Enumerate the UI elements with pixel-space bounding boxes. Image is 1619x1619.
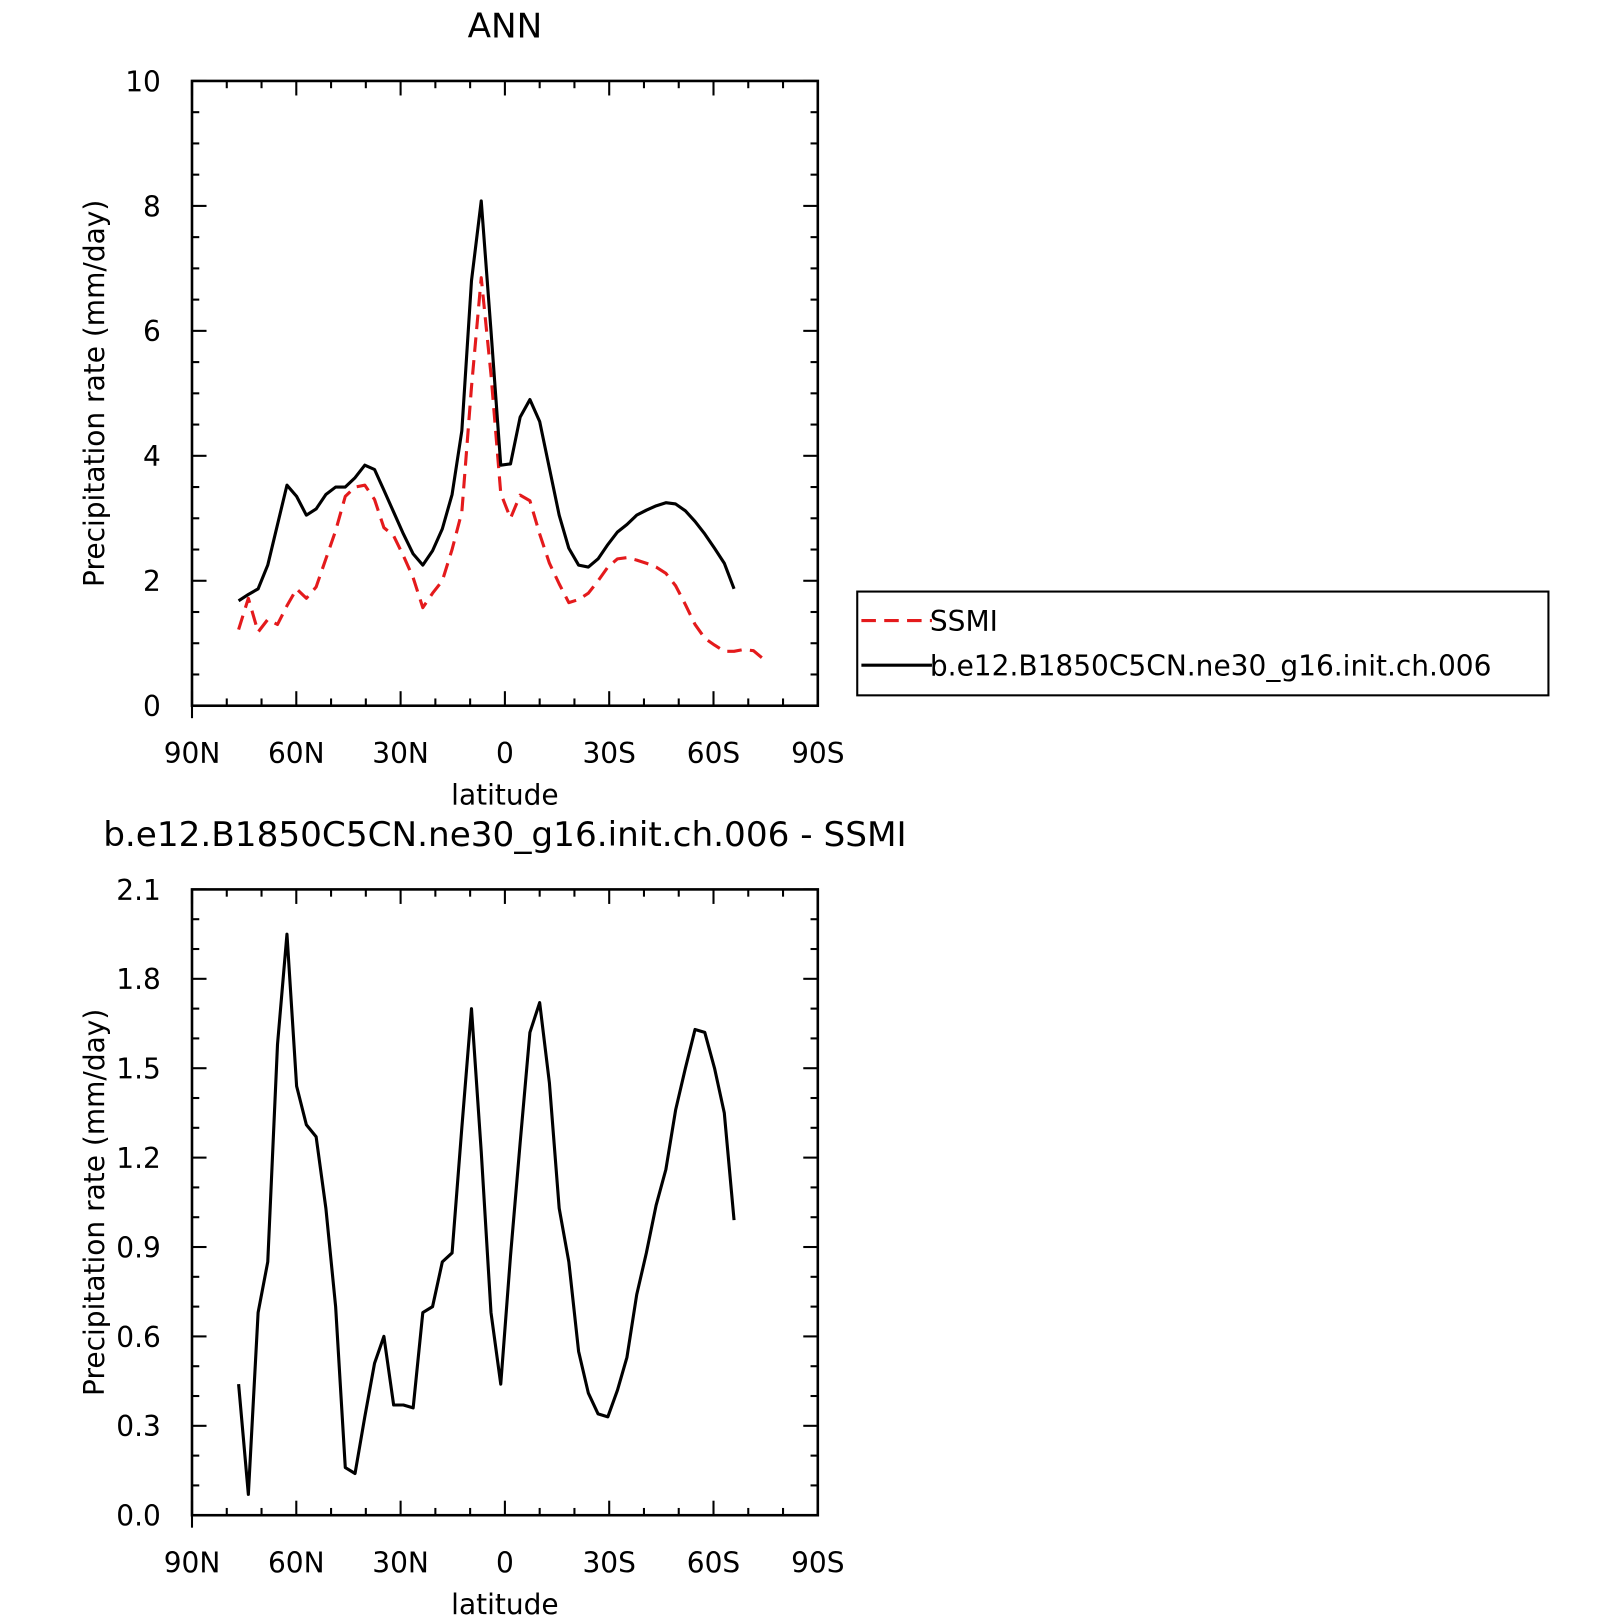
x-tick-label: 30S: [582, 737, 635, 770]
chart-title: b.e12.B1850C5CN.ne30_g16.init.ch.006 - S…: [103, 815, 906, 855]
y-tick-label: 10: [125, 65, 161, 98]
x-axis-label: latitude: [451, 1588, 558, 1619]
x-tick-label: 30N: [372, 1546, 429, 1579]
plot-frame: [190, 79, 820, 708]
x-tick-label: 90S: [791, 737, 844, 770]
x-tick-label: 30S: [582, 1546, 635, 1579]
y-tick-label: 2.1: [116, 874, 161, 907]
x-tick-label: 60N: [268, 1546, 325, 1579]
legend-label: b.e12.B1850C5CN.ne30_g16.init.ch.006: [930, 650, 1492, 683]
y-tick-label: 6: [143, 315, 161, 348]
y-tick-label: 0.6: [116, 1321, 161, 1354]
x-axis-label: latitude: [451, 778, 558, 811]
y-tick-label: 1.8: [116, 963, 161, 996]
data-line: [237, 276, 765, 661]
legend-box: [856, 590, 1550, 697]
x-tick-label: 60S: [687, 737, 740, 770]
y-tick-label: 4: [143, 440, 161, 473]
y-tick-label: 0.0: [116, 1500, 161, 1533]
y-tick-label: 1.2: [116, 1142, 161, 1175]
x-tick-label: 60S: [687, 1546, 740, 1579]
x-tick-label: 60N: [268, 737, 325, 770]
y-tick-label: 8: [143, 190, 161, 223]
y-tick-label: 0: [143, 690, 161, 723]
y-tick-label: 0.3: [116, 1410, 161, 1443]
y-tick-label: 0.9: [116, 1231, 161, 1264]
chart-title: ANN: [468, 6, 543, 46]
data-line: [237, 932, 736, 1496]
x-tick-label: 0: [496, 1546, 514, 1579]
x-tick-label: 0: [496, 737, 514, 770]
legend-label: SSMI: [930, 605, 998, 638]
x-tick-label: 90S: [791, 1546, 844, 1579]
x-tick-label: 90N: [164, 737, 221, 770]
plot-frame: [190, 888, 820, 1517]
y-axis-label: Precipitation rate (mm/day): [78, 200, 111, 587]
y-tick-label: 2: [143, 565, 161, 598]
y-axis-label: Precipitation rate (mm/day): [78, 1009, 111, 1396]
y-tick-label: 1.5: [116, 1053, 161, 1086]
x-tick-label: 90N: [164, 1546, 221, 1579]
data-line: [237, 199, 736, 603]
x-tick-label: 30N: [372, 737, 429, 770]
